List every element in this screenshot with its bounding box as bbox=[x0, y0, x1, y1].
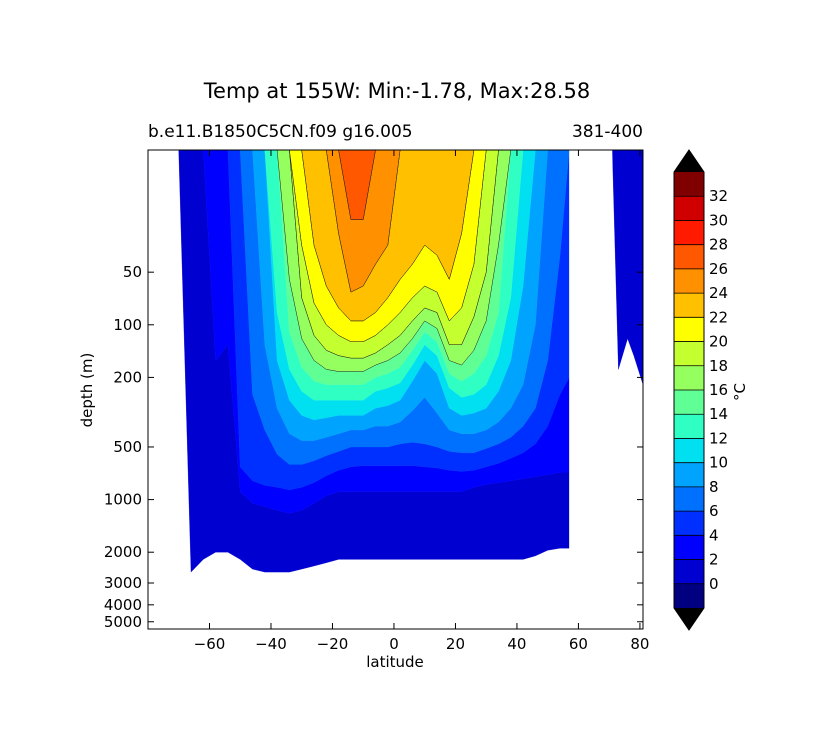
colorbar-tick-label: 12 bbox=[709, 429, 728, 447]
colorbar-segment bbox=[674, 293, 704, 318]
x-tick-label: 80 bbox=[630, 635, 649, 653]
colorbar-tick-label: 14 bbox=[709, 405, 728, 423]
colorbar-tick-label: 28 bbox=[709, 236, 728, 254]
colorbar-tick-label: 30 bbox=[709, 211, 728, 229]
colorbar-segment bbox=[674, 583, 704, 609]
y-tick-label: 50 bbox=[123, 263, 142, 281]
colorbar-segment bbox=[674, 390, 704, 415]
colorbar-tick-label: 8 bbox=[709, 478, 719, 496]
land-mask bbox=[148, 150, 643, 629]
y-tick-label: 3000 bbox=[104, 574, 142, 592]
colorbar-tick-label: 26 bbox=[709, 260, 728, 278]
chart-title: Temp at 155W: Min:-1.78, Max:28.58 bbox=[203, 79, 590, 103]
colorbar-segment bbox=[674, 486, 704, 512]
colorbar-tick-label: 6 bbox=[709, 502, 719, 520]
colorbar-segment bbox=[674, 535, 704, 560]
colorbar-tick-label: 4 bbox=[709, 526, 719, 544]
colorbar-tick-label: 18 bbox=[709, 357, 728, 375]
x-tick-label: 20 bbox=[446, 635, 465, 653]
colorbar-segment bbox=[674, 414, 704, 439]
colorbar-tick-label: 2 bbox=[709, 551, 719, 569]
y-tick-label: 4000 bbox=[104, 596, 142, 614]
arctic-band-1 bbox=[612, 150, 643, 385]
y-tick-label: 500 bbox=[113, 438, 142, 456]
colorbar-segment bbox=[674, 438, 704, 463]
plot-frame bbox=[147, 149, 644, 630]
y-tick-label: 2000 bbox=[104, 543, 142, 561]
y-tick-label: 1000 bbox=[104, 491, 142, 509]
chart-subtitle-right: 381-400 bbox=[572, 122, 643, 142]
colorbar-tick-label: 16 bbox=[709, 381, 728, 399]
colorbar-segment bbox=[674, 196, 704, 221]
colorbar-tick-label: 24 bbox=[709, 284, 728, 302]
temperature-band-13 bbox=[148, 150, 570, 293]
colorbar-segment bbox=[674, 268, 704, 294]
x-axis-label: latitude bbox=[366, 653, 424, 671]
land-column-0 bbox=[569, 150, 613, 629]
x-tick-label: 40 bbox=[507, 635, 526, 653]
chart-subtitle-left: b.e11.B1850C5CN.f09 g16.005 bbox=[148, 122, 413, 142]
colorbar-tick-label: 20 bbox=[709, 333, 728, 351]
colorbar-segment bbox=[674, 244, 704, 270]
y-tick-label: 200 bbox=[113, 368, 142, 386]
pacific-seafloor bbox=[148, 513, 570, 629]
colorbar-tick-label: 22 bbox=[709, 308, 728, 326]
x-axis: −60 −40 −20 0 20 40 60 80 bbox=[194, 150, 649, 653]
temperature-band-11 bbox=[148, 150, 570, 342]
colorbar-segment bbox=[674, 341, 704, 367]
x-tick-label: −60 bbox=[194, 635, 226, 653]
colorbar-segment bbox=[674, 220, 704, 245]
x-tick-label: 0 bbox=[389, 635, 399, 653]
colorbar-tick-label: 0 bbox=[709, 575, 719, 593]
temperature-field bbox=[148, 150, 643, 573]
colorbar-tick-label: 32 bbox=[709, 187, 728, 205]
colorbar-extend-min bbox=[674, 608, 704, 630]
temperature-band-14 bbox=[148, 150, 570, 220]
y-tick-label: 100 bbox=[113, 316, 142, 334]
x-tick-label: 60 bbox=[569, 635, 588, 653]
y-tick-label: 5000 bbox=[104, 613, 142, 631]
colorbar-segment bbox=[674, 559, 704, 585]
colorbar-label: °C bbox=[731, 383, 749, 401]
colorbar-segment bbox=[674, 462, 704, 488]
colorbar-segment bbox=[674, 317, 704, 342]
colorbar-tick-label: 10 bbox=[709, 454, 728, 472]
x-tick-label: −40 bbox=[255, 635, 287, 653]
colorbar-segment bbox=[674, 511, 704, 536]
y-axis-label: depth (m) bbox=[78, 353, 96, 428]
temperature-band-12 bbox=[148, 150, 570, 322]
colorbar-extend-max bbox=[674, 150, 704, 172]
colorbar-outline bbox=[673, 149, 705, 631]
colorbar-segment bbox=[674, 365, 704, 391]
arctic-seafloor bbox=[612, 583, 643, 629]
x-tick-label: −20 bbox=[317, 635, 349, 653]
colorbar-segment bbox=[674, 172, 704, 197]
